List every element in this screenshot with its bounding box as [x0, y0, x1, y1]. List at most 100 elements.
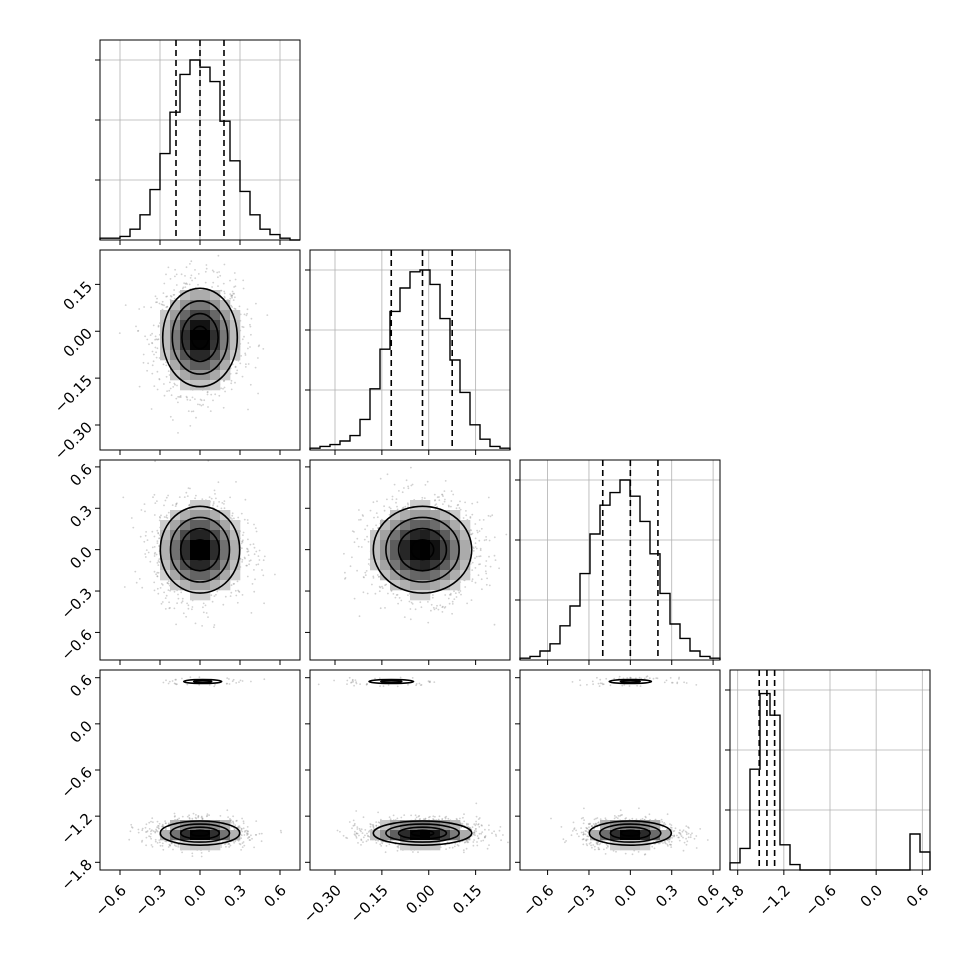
scatter-point — [359, 829, 361, 832]
scatter-point — [242, 841, 245, 843]
scatter-point — [208, 496, 211, 498]
scatter-point — [142, 353, 145, 356]
scatter-point — [367, 835, 370, 838]
scatter-point — [400, 816, 403, 819]
scatter-point — [156, 571, 159, 574]
scatter-point — [255, 530, 258, 533]
scatter-point — [143, 306, 146, 308]
density-cell — [410, 550, 421, 561]
scatter-point — [424, 818, 427, 820]
scatter-point — [473, 829, 476, 832]
scatter-point — [158, 822, 161, 825]
scatter-point — [161, 584, 164, 586]
scatter-point — [123, 586, 126, 588]
density-cell — [210, 300, 221, 311]
scatter-point — [156, 500, 158, 502]
scatter-point — [134, 570, 137, 573]
scatter-point — [266, 314, 269, 316]
density-cell — [430, 530, 441, 541]
scatter-point — [137, 828, 140, 831]
scatter-point — [197, 403, 199, 406]
scatter-point — [236, 372, 238, 375]
scatter-point — [424, 484, 427, 486]
scatter-point — [363, 576, 365, 579]
scatter-point — [254, 578, 256, 581]
scatter-point — [484, 570, 487, 573]
scatter-point — [161, 825, 164, 828]
scatter-point — [366, 683, 368, 685]
scatter-point — [359, 683, 361, 685]
scatter-point — [205, 267, 208, 270]
scatter-point — [176, 502, 178, 505]
scatter-point — [156, 347, 159, 350]
scatter-point — [250, 612, 253, 614]
scatter-point — [155, 553, 158, 556]
scatter-point — [255, 563, 258, 566]
contour-line — [372, 505, 473, 594]
scatter-point — [172, 294, 175, 296]
density-cell — [430, 580, 441, 591]
scatter-point — [685, 833, 688, 836]
scatter-point — [234, 840, 237, 843]
scatter-point — [667, 845, 669, 847]
scatter-point — [129, 830, 132, 833]
scatter-point — [169, 381, 171, 384]
scatter-point — [122, 496, 125, 499]
scatter-point — [477, 823, 479, 826]
y-tick-label-3: 0.0 — [66, 717, 96, 747]
density-cell — [230, 320, 241, 331]
density-cell — [160, 540, 171, 551]
density-cell — [430, 510, 441, 521]
density-cell — [190, 520, 201, 531]
scatter-point — [163, 591, 166, 594]
density-cell — [160, 530, 171, 541]
scatter-point — [362, 576, 365, 578]
scatter-point — [415, 683, 418, 685]
scatter-point — [174, 815, 176, 817]
scatter-point — [178, 291, 181, 293]
scatter-point — [636, 684, 638, 687]
scatter-point — [457, 844, 460, 847]
scatter-point — [178, 396, 181, 398]
scatter-point — [495, 835, 498, 837]
scatter-point — [238, 305, 241, 308]
scatter-point — [685, 825, 688, 827]
scatter-point — [247, 554, 250, 556]
scatter-point — [369, 825, 372, 828]
scatter-point — [177, 432, 179, 434]
scatter-point — [358, 509, 360, 511]
scatter-point — [181, 600, 184, 603]
scatter-point — [141, 586, 144, 589]
scatter-point — [472, 547, 475, 550]
scatter-panel-0-2 — [95, 459, 301, 665]
scatter-point — [383, 509, 386, 512]
scatter-point — [665, 679, 668, 682]
scatter-point — [460, 826, 463, 829]
density-cell — [160, 570, 171, 581]
scatter-point — [479, 563, 481, 565]
scatter-point — [488, 539, 491, 542]
scatter-point — [376, 516, 379, 519]
scatter-point — [372, 577, 375, 579]
scatter-point — [379, 477, 382, 480]
scatter-point — [233, 828, 236, 831]
scatter-point — [687, 832, 690, 835]
scatter-point — [476, 531, 479, 534]
contour-line — [181, 312, 219, 363]
scatter-point — [229, 844, 232, 847]
density-cell — [190, 290, 201, 301]
scatter-point — [588, 826, 590, 829]
scatter-point — [394, 596, 397, 599]
contour-line — [410, 538, 435, 561]
scatter-point — [433, 681, 436, 683]
scatter-point — [153, 514, 156, 516]
x-tick-label-1: 0.00 — [402, 881, 438, 917]
scatter-point — [462, 816, 464, 819]
scatter-point — [205, 612, 208, 614]
scatter-point — [158, 537, 160, 540]
scatter-point — [159, 587, 162, 589]
density-cell — [200, 340, 211, 351]
scatter-point — [208, 814, 211, 817]
scatter-point — [191, 608, 193, 611]
scatter-point — [224, 297, 226, 299]
